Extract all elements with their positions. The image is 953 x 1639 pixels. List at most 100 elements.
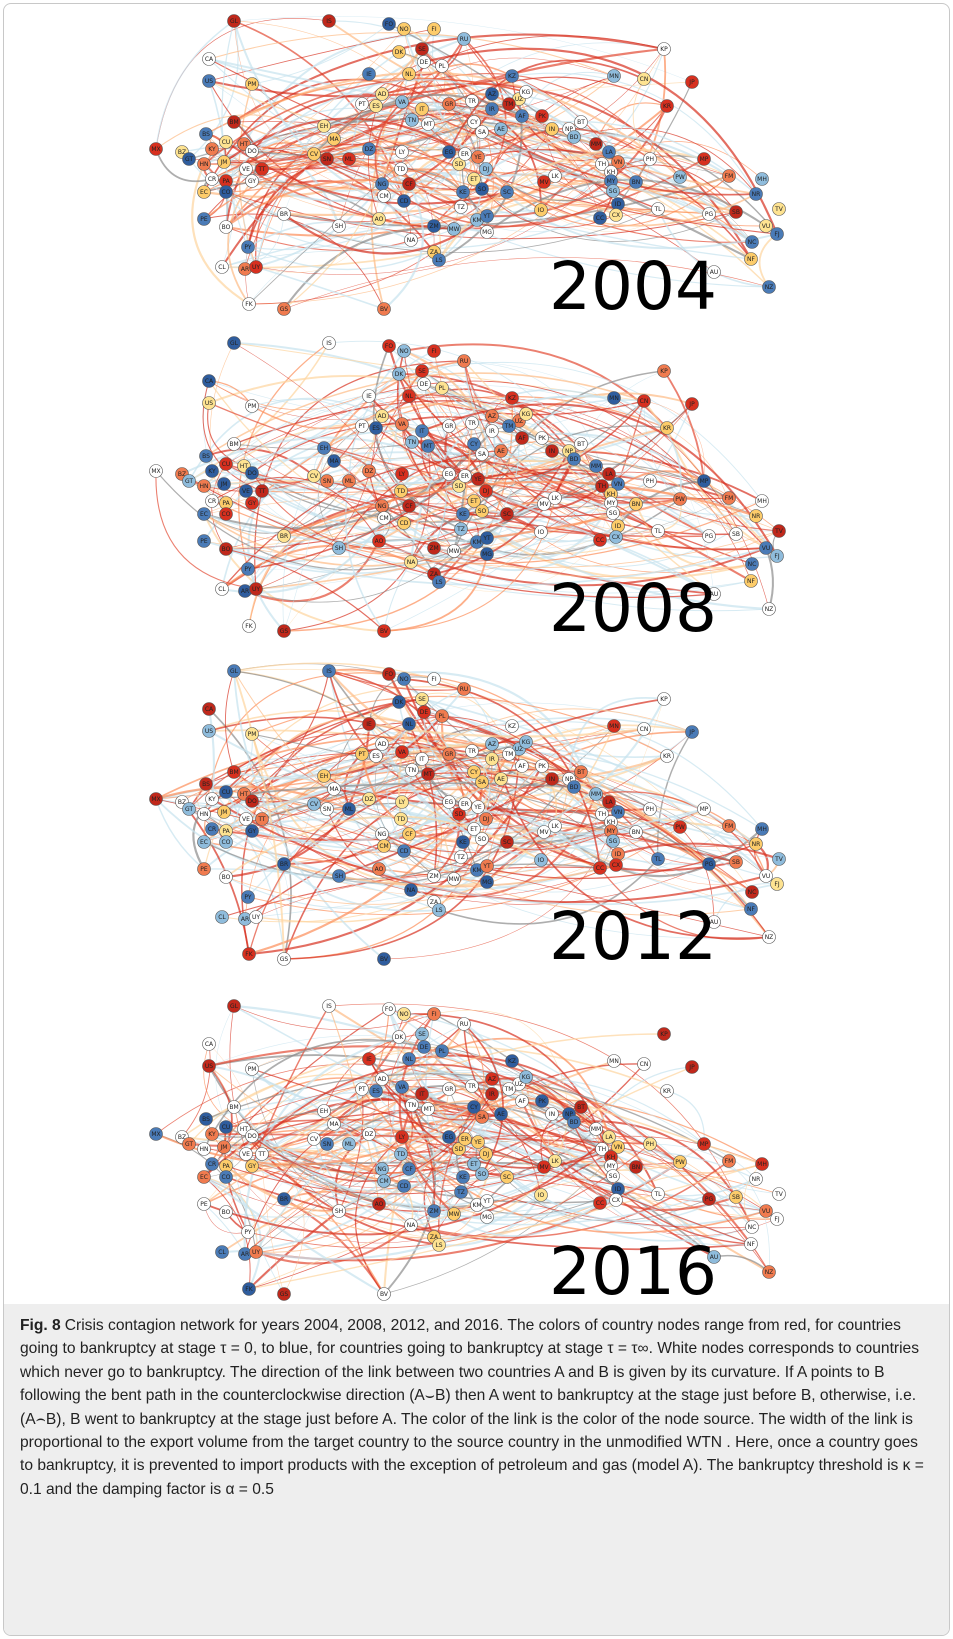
- country-label: AZ: [488, 413, 496, 420]
- country-label: FI: [431, 348, 436, 355]
- country-node: [772, 524, 786, 538]
- link: [554, 1160, 778, 1236]
- country-label: NF: [747, 1241, 755, 1248]
- country-label: PY: [244, 566, 251, 573]
- country-label: AF: [518, 763, 526, 770]
- country-node: [567, 780, 581, 794]
- country-label: TL: [653, 206, 662, 213]
- country-label: GY: [248, 500, 256, 507]
- country-node: [249, 260, 263, 274]
- country-node: [342, 1137, 356, 1151]
- country-node: [427, 869, 441, 883]
- country-label: MW: [448, 226, 459, 233]
- country-label: BT: [577, 441, 585, 448]
- country-node: [722, 491, 736, 505]
- link: [610, 164, 737, 213]
- country-label: BV: [380, 1291, 389, 1298]
- country-node: [548, 1154, 562, 1168]
- country-node: [322, 14, 336, 28]
- country-node: [574, 115, 588, 129]
- link: [244, 1135, 767, 1255]
- link: [441, 1037, 610, 1138]
- link: [398, 51, 479, 158]
- country-node: [392, 367, 406, 381]
- country-node: [467, 494, 481, 508]
- country-label: TD: [396, 1151, 406, 1158]
- country-node: [467, 115, 481, 129]
- country-label: KG: [522, 1074, 531, 1081]
- country-label: BR: [280, 211, 288, 218]
- link: [244, 1109, 483, 1255]
- year-label: 2012: [549, 898, 717, 975]
- country-node: [745, 885, 759, 899]
- country-node: [637, 1057, 651, 1071]
- country-node: [182, 152, 196, 166]
- link: [448, 76, 668, 107]
- country-label: US: [205, 1063, 213, 1070]
- link: [233, 33, 665, 123]
- link: [155, 785, 350, 811]
- link: [656, 731, 693, 860]
- country-label: PM: [248, 1066, 257, 1073]
- network-panel: GL IS FO RU KP CA JP US PM IE NL FI NO SE DK DE PL AD PT ES…: [149, 999, 786, 1304]
- country-label: FJ: [774, 553, 779, 560]
- country-node: [567, 1115, 581, 1129]
- country-label: CO: [222, 1174, 231, 1181]
- year-label: 2004: [549, 248, 717, 325]
- caption: Fig. 8 Crisis contagion network for years…: [4, 1304, 949, 1635]
- country-node: [199, 777, 213, 791]
- country-node: [355, 747, 369, 761]
- country-label: SB: [732, 1194, 740, 1201]
- country-node: [505, 391, 519, 405]
- country-label: CO: [222, 511, 231, 518]
- link: [188, 808, 405, 852]
- country-node: [471, 150, 485, 164]
- country-label: EC: [200, 511, 208, 518]
- country-node: [421, 767, 435, 781]
- link: [758, 233, 778, 288]
- country-label: PE: [200, 1201, 208, 1208]
- link: [438, 148, 705, 261]
- country-node: [377, 952, 391, 966]
- link: [238, 342, 330, 570]
- country-node: [480, 547, 494, 561]
- country-label: TH: [597, 161, 606, 168]
- country-label: MN: [609, 73, 619, 80]
- link: [211, 1069, 705, 1165]
- link: [203, 755, 710, 865]
- country-node: [475, 1110, 489, 1124]
- link: [599, 867, 770, 940]
- country-label: KG: [522, 411, 531, 418]
- country-node: [395, 745, 409, 759]
- country-node: [685, 725, 699, 739]
- link: [208, 58, 770, 288]
- link: [233, 16, 693, 83]
- country-label: PY: [244, 244, 251, 251]
- country-label: NG: [377, 1166, 386, 1173]
- country-label: LK: [551, 1158, 559, 1165]
- link: [326, 140, 464, 193]
- country-label: DJ: [483, 816, 490, 823]
- country-label: VN: [614, 481, 623, 488]
- country-label: UZ: [515, 96, 523, 103]
- country-label: CM: [379, 515, 388, 522]
- country-node: [456, 507, 470, 521]
- country-node: [574, 765, 588, 779]
- link: [211, 476, 380, 542]
- country-label: NZ: [765, 606, 774, 613]
- link: [251, 1164, 385, 1183]
- country-node: [607, 69, 621, 83]
- country-label: ZA: [430, 1234, 439, 1241]
- link: [251, 1005, 330, 1167]
- country-label: VE: [242, 1151, 250, 1158]
- country-node: [467, 437, 481, 451]
- link: [233, 1005, 435, 1030]
- country-label: KM: [472, 217, 481, 224]
- country-node: [447, 222, 461, 236]
- country-label: BZ: [178, 799, 186, 806]
- country-node: [479, 1147, 493, 1161]
- link: [283, 450, 570, 632]
- country-label: PE: [200, 216, 208, 223]
- country-label: BD: [570, 1119, 579, 1126]
- country-label: PG: [705, 1196, 714, 1203]
